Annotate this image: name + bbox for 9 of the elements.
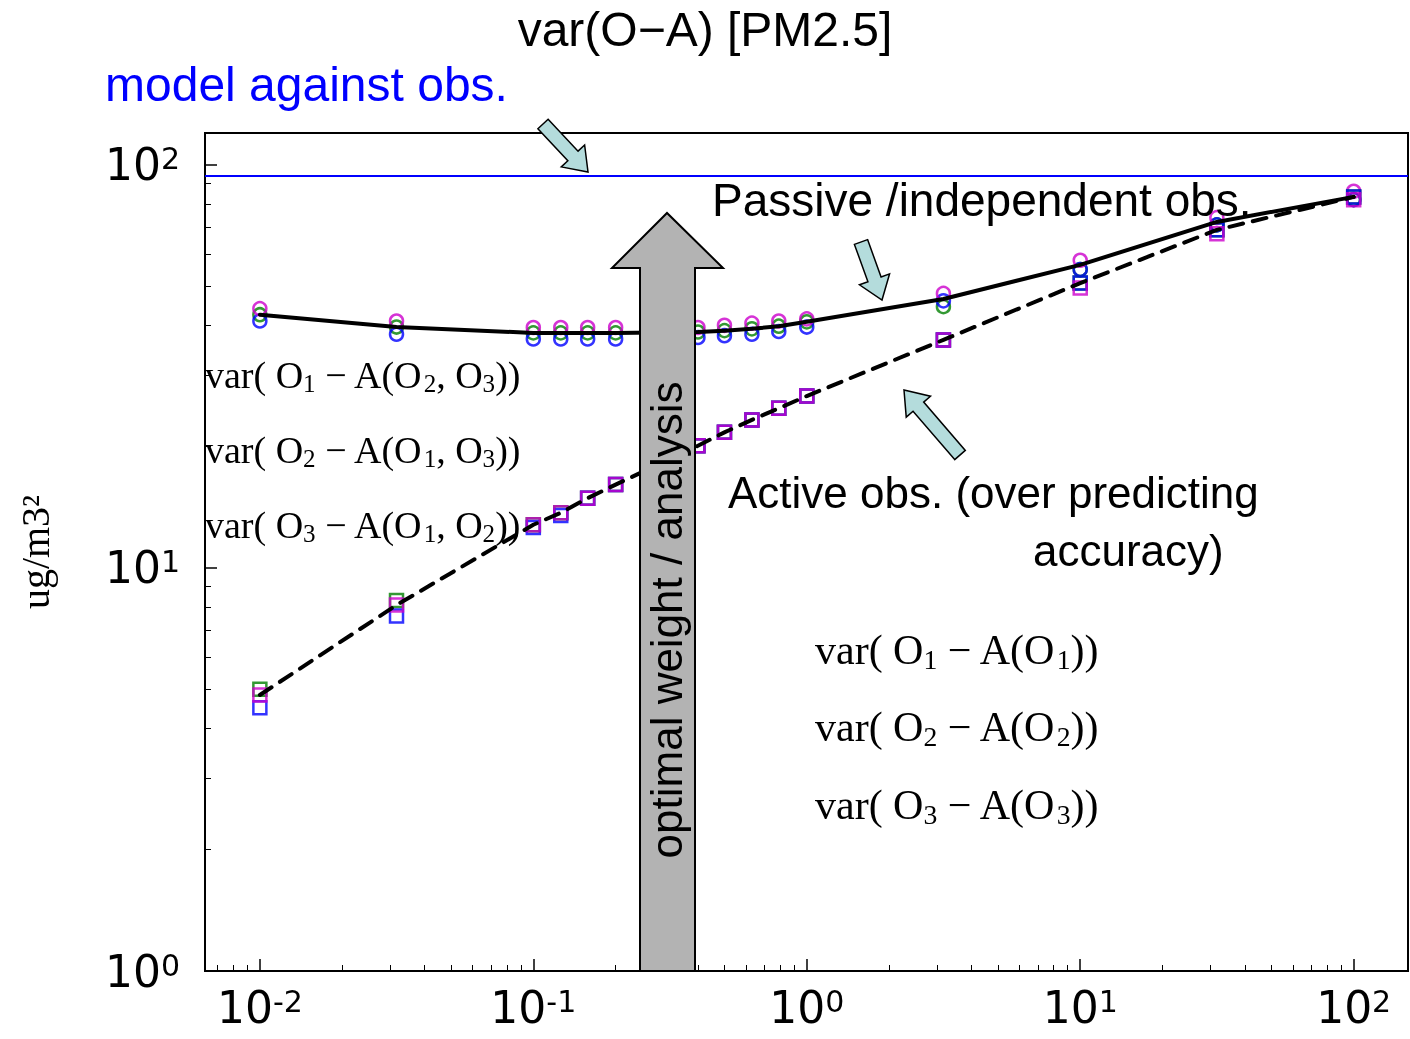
- annotation: var( O3 − A(O1, O2)): [205, 504, 521, 548]
- annotation: var( O1 − A(O2, O3)): [205, 354, 521, 398]
- chart-title: var(O−A) [PM2.5]: [517, 2, 893, 56]
- y-axis-title: ug/m3²: [12, 494, 58, 610]
- ref-line-label: model against obs.: [105, 57, 508, 111]
- annotation: Active obs. (over predicting accuracy): [728, 467, 1259, 575]
- annotation: var( O2 − A(O1, O3)): [205, 429, 521, 473]
- annotation: optimal weight / analysis: [642, 381, 691, 859]
- annotation: Passive /independent obs.: [712, 174, 1252, 226]
